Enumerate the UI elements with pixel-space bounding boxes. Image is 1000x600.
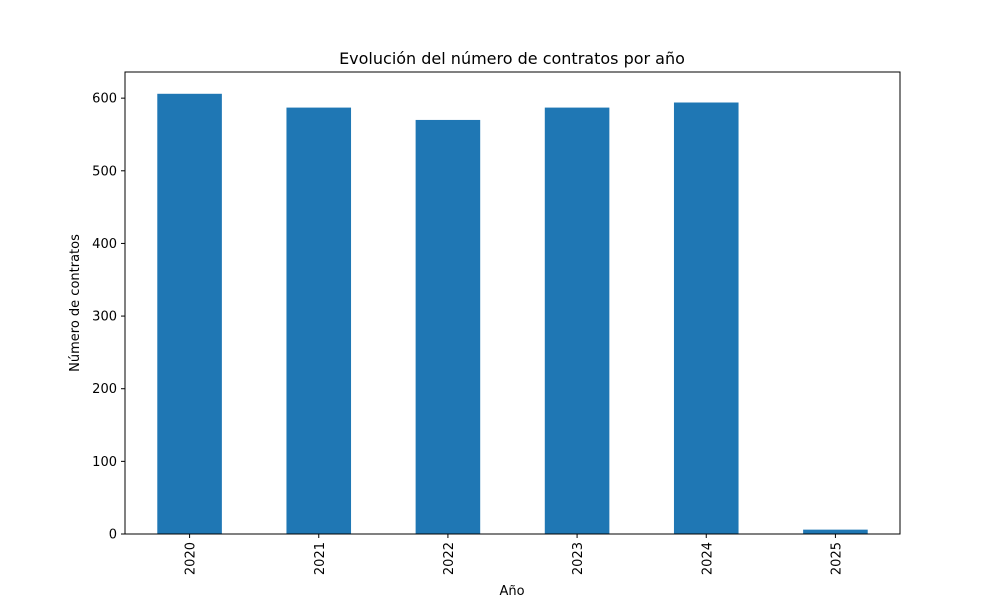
bars-group: [157, 93, 868, 534]
y-axis-label: Número de contratos: [68, 234, 83, 372]
plot-frame: [124, 71, 901, 535]
x-tick-label: 2023: [571, 542, 586, 575]
x-tick-label: 2020: [184, 542, 199, 575]
x-axis-label: Año: [499, 584, 524, 599]
x-tick-label: 2024: [700, 542, 715, 575]
bar-2023: [544, 107, 610, 534]
y-tick-label: 500: [92, 164, 117, 179]
bar-2020: [157, 93, 222, 534]
x-tick-label: 2025: [829, 542, 844, 575]
y-tick-label: 200: [92, 382, 117, 397]
y-tick-label: 400: [92, 237, 117, 252]
y-tick-label: 600: [92, 92, 117, 107]
bar-2021: [286, 107, 352, 534]
x-tick-label: 2021: [313, 542, 328, 575]
bar-2024: [673, 102, 739, 534]
chart-title: Evolución del número de contratos por añ…: [339, 49, 685, 68]
y-tick-label: 300: [92, 310, 117, 325]
x-tick-label: 2022: [442, 542, 457, 575]
x-axis-ticks: 2020 2021 2022 2023 2024 2025: [184, 534, 844, 575]
y-tick-label: 0: [109, 528, 117, 543]
y-axis-ticks: 0 100 200 300 400 500 600: [92, 92, 125, 543]
bar-2022: [415, 119, 481, 534]
bar-2025: [803, 529, 868, 534]
y-tick-label: 100: [92, 455, 117, 470]
